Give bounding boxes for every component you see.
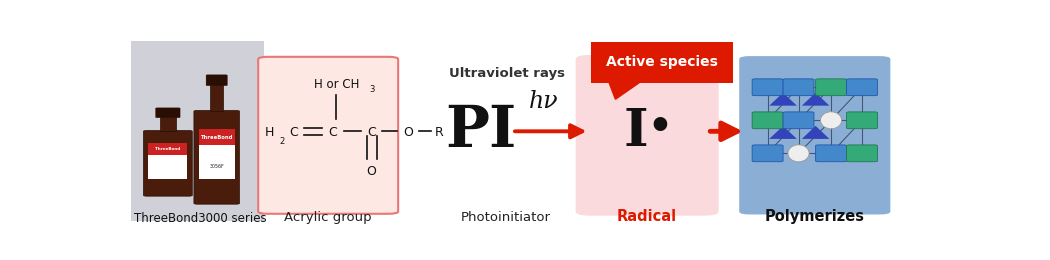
Bar [131, 41, 264, 222]
Polygon shape [770, 93, 797, 106]
Text: C: C [366, 126, 376, 139]
Text: I: I [624, 106, 648, 157]
FancyBboxPatch shape [752, 112, 783, 129]
Polygon shape [802, 126, 830, 139]
Text: Radical: Radical [617, 209, 677, 224]
Text: O: O [403, 126, 413, 139]
Text: C: C [329, 126, 337, 139]
Ellipse shape [788, 145, 810, 162]
Text: H: H [265, 126, 274, 139]
FancyBboxPatch shape [258, 57, 398, 214]
Text: Polymerizes: Polymerizes [764, 209, 865, 224]
Text: Photoinitiator: Photoinitiator [461, 211, 550, 224]
Text: •: • [648, 108, 673, 146]
FancyBboxPatch shape [155, 108, 181, 118]
Text: R: R [435, 126, 443, 139]
Text: ThreeBond3000 series: ThreeBond3000 series [134, 212, 267, 225]
Text: 3: 3 [370, 85, 375, 94]
Bar [160, 117, 176, 131]
Text: Acrylic group: Acrylic group [285, 211, 372, 224]
FancyBboxPatch shape [783, 79, 814, 96]
FancyBboxPatch shape [846, 112, 878, 129]
FancyBboxPatch shape [194, 110, 239, 204]
Polygon shape [802, 93, 830, 106]
FancyBboxPatch shape [846, 79, 878, 96]
FancyBboxPatch shape [752, 145, 783, 162]
Bar [148, 143, 187, 179]
FancyBboxPatch shape [846, 145, 878, 162]
FancyBboxPatch shape [591, 42, 733, 83]
Text: H or CH: H or CH [314, 78, 359, 91]
Ellipse shape [820, 112, 842, 129]
Text: PI: PI [445, 103, 517, 159]
Bar [198, 129, 234, 179]
FancyBboxPatch shape [783, 112, 814, 129]
Text: 2: 2 [279, 137, 285, 146]
Text: O: O [366, 165, 376, 178]
Text: ThreeBond: ThreeBond [155, 147, 181, 151]
FancyBboxPatch shape [144, 131, 192, 196]
Bar [210, 85, 224, 111]
Polygon shape [770, 126, 797, 139]
Bar [148, 143, 187, 155]
FancyBboxPatch shape [816, 145, 846, 162]
FancyBboxPatch shape [752, 79, 783, 96]
FancyBboxPatch shape [740, 57, 889, 214]
FancyBboxPatch shape [576, 56, 718, 215]
Text: hν: hν [529, 90, 559, 113]
FancyBboxPatch shape [816, 79, 846, 96]
FancyBboxPatch shape [206, 75, 227, 86]
Text: C: C [290, 126, 298, 139]
Bar [198, 129, 234, 145]
Text: ThreeBond: ThreeBond [201, 135, 233, 140]
Text: 3056F: 3056F [209, 164, 224, 169]
Polygon shape [609, 82, 639, 99]
Text: Ultraviolet rays: Ultraviolet rays [449, 67, 565, 80]
Text: Active species: Active species [606, 55, 718, 69]
